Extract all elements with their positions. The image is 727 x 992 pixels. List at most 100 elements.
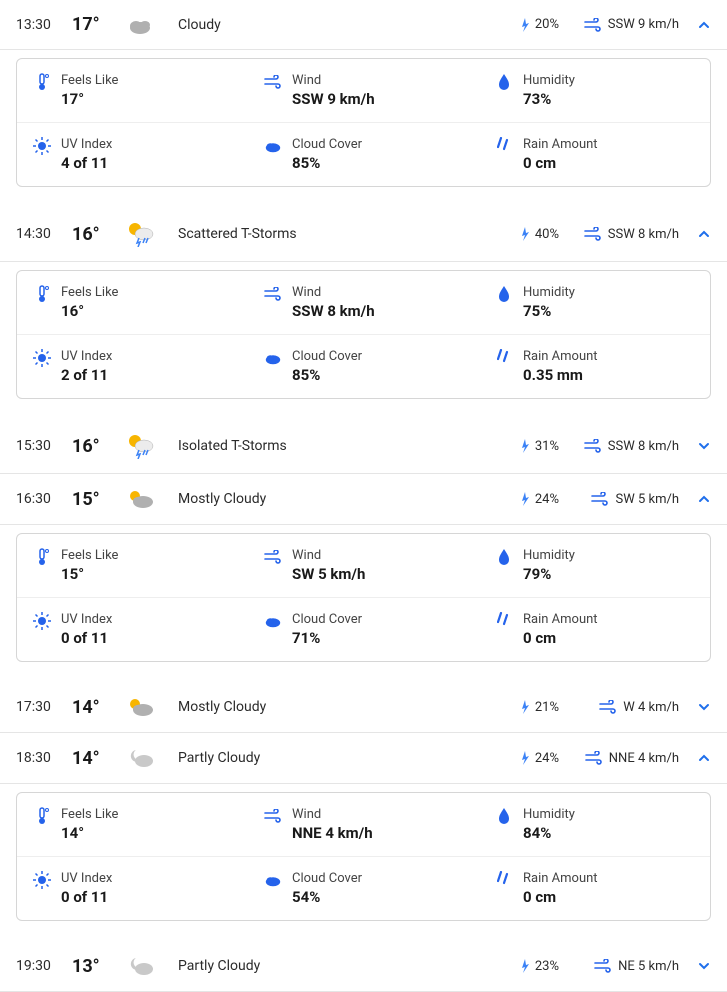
detail-value: 85% [292, 154, 362, 172]
forecast-time: 13:30 [16, 17, 72, 33]
precip-value: 20% [535, 17, 559, 32]
detail-label: UV Index [61, 137, 112, 152]
precip-value: 31% [535, 439, 559, 454]
expand-toggle[interactable] [679, 959, 711, 973]
detail-label: Feels Like [61, 807, 118, 822]
forecast-row[interactable]: 17:30 14° Mostly Cloudy 21% W 4 km/h [0, 682, 727, 733]
detail-wind: Wind SSW 9 km/h [248, 59, 479, 122]
detail-value: 85% [292, 366, 362, 384]
uv-icon [33, 612, 51, 630]
thermometer-icon [33, 73, 51, 91]
raindrop-icon [521, 439, 531, 453]
detail-label: Humidity [523, 285, 575, 300]
detail-value: SW 5 km/h [292, 565, 365, 583]
detail-uv: UV Index 2 of 11 [17, 334, 248, 398]
forecast-row[interactable]: 16:30 15° Mostly Cloudy 24% SW 5 km/h [0, 474, 727, 525]
expand-toggle[interactable] [679, 492, 711, 506]
rain-amount-icon [495, 871, 513, 889]
detail-label: UV Index [61, 612, 112, 627]
wind-icon [591, 492, 609, 506]
condition-icon [126, 15, 172, 35]
expand-toggle[interactable] [679, 751, 711, 765]
detail-label: Wind [292, 285, 375, 300]
detail-value: 73% [523, 90, 575, 108]
detail-label: Humidity [523, 807, 575, 822]
expand-toggle[interactable] [679, 700, 711, 714]
expand-toggle[interactable] [679, 18, 711, 32]
detail-value: 0 of 11 [61, 629, 112, 647]
detail-wind: Wind SSW 8 km/h [248, 271, 479, 334]
detail-value: 0 cm [523, 888, 598, 906]
wind-value: SSW 8 km/h [608, 439, 679, 454]
expand-toggle[interactable] [679, 227, 711, 241]
detail-humidity: Humidity 75% [479, 271, 710, 334]
precip-chance: 20% [487, 17, 559, 32]
chevron-up-icon [697, 18, 711, 32]
wind-value: NNE 4 km/h [609, 751, 679, 766]
forecast-time: 14:30 [16, 226, 72, 242]
chevron-up-icon [697, 751, 711, 765]
condition-icon [126, 955, 172, 977]
detail-feels-like: Feels Like 14° [17, 793, 248, 856]
chevron-down-icon [697, 700, 711, 714]
wind-icon [264, 73, 282, 91]
detail-cloud-cover: Cloud Cover 85% [248, 122, 479, 186]
detail-value: 71% [292, 629, 362, 647]
expand-toggle[interactable] [679, 439, 711, 453]
forecast-temp: 14° [72, 748, 126, 769]
detail-value: 0 cm [523, 154, 598, 172]
wind-icon [585, 751, 603, 765]
wind-value: SSW 9 km/h [608, 17, 679, 32]
forecast-row[interactable]: 18:30 14° Partly Cloudy 24% NNE 4 km/h [0, 733, 727, 784]
raindrop-icon [521, 700, 531, 714]
detail-rain-amount: Rain Amount 0 cm [479, 122, 710, 186]
detail-label: Humidity [523, 73, 575, 88]
rain-amount-icon [495, 612, 513, 630]
precip-chance: 23% [487, 959, 559, 974]
wind-icon [599, 700, 617, 714]
chevron-up-icon [697, 227, 711, 241]
detail-value: 4 of 11 [61, 154, 112, 172]
wind-value: SSW 8 km/h [608, 227, 679, 242]
detail-cloud-cover: Cloud Cover 54% [248, 856, 479, 920]
uv-icon [33, 137, 51, 155]
thermometer-icon [33, 548, 51, 566]
wind-value: W 4 km/h [623, 700, 679, 715]
wind-icon [264, 285, 282, 303]
forecast-time: 16:30 [16, 491, 72, 507]
precip-value: 24% [535, 492, 559, 507]
uv-icon [33, 871, 51, 889]
detail-value: NNE 4 km/h [292, 824, 373, 842]
raindrop-icon [521, 227, 531, 241]
humidity-icon [495, 73, 513, 91]
wind-icon [264, 807, 282, 825]
forecast-row[interactable]: 19:30 13° Partly Cloudy 23% NE 5 km/h [0, 941, 727, 992]
precip-value: 23% [535, 959, 559, 974]
detail-feels-like: Feels Like 15° [17, 534, 248, 597]
forecast-temp: 15° [72, 489, 126, 510]
forecast-row[interactable]: 14:30 16° Scattered T-Storms 40% SSW 8 k… [0, 207, 727, 262]
detail-wind: Wind NNE 4 km/h [248, 793, 479, 856]
condition-icon [126, 747, 172, 769]
detail-value: 2 of 11 [61, 366, 112, 384]
wind-icon [584, 18, 602, 32]
detail-cloud-cover: Cloud Cover 71% [248, 597, 479, 661]
wind-summary: SSW 8 km/h [559, 227, 679, 242]
detail-label: Rain Amount [523, 349, 598, 364]
wind-icon [584, 227, 602, 241]
condition-icon [126, 696, 172, 718]
detail-label: Rain Amount [523, 871, 598, 886]
forecast-row[interactable]: 15:30 16° Isolated T-Storms 31% SSW 8 km… [0, 419, 727, 474]
rain-amount-icon [495, 137, 513, 155]
cloud-icon [264, 871, 282, 889]
condition-text: Mostly Cloudy [172, 491, 487, 507]
forecast-row[interactable]: 13:30 17° Cloudy 20% SSW 9 km/h [0, 0, 727, 50]
detail-label: Humidity [523, 548, 575, 563]
wind-summary: SSW 8 km/h [559, 439, 679, 454]
detail-label: Rain Amount [523, 137, 598, 152]
raindrop-icon [521, 751, 531, 765]
wind-value: NE 5 km/h [618, 959, 679, 974]
detail-rain-amount: Rain Amount 0.35 mm [479, 334, 710, 398]
detail-value: 79% [523, 565, 575, 583]
forecast-details-card: Feels Like 15° Wind SW 5 km/h Humidity 7… [16, 533, 711, 662]
